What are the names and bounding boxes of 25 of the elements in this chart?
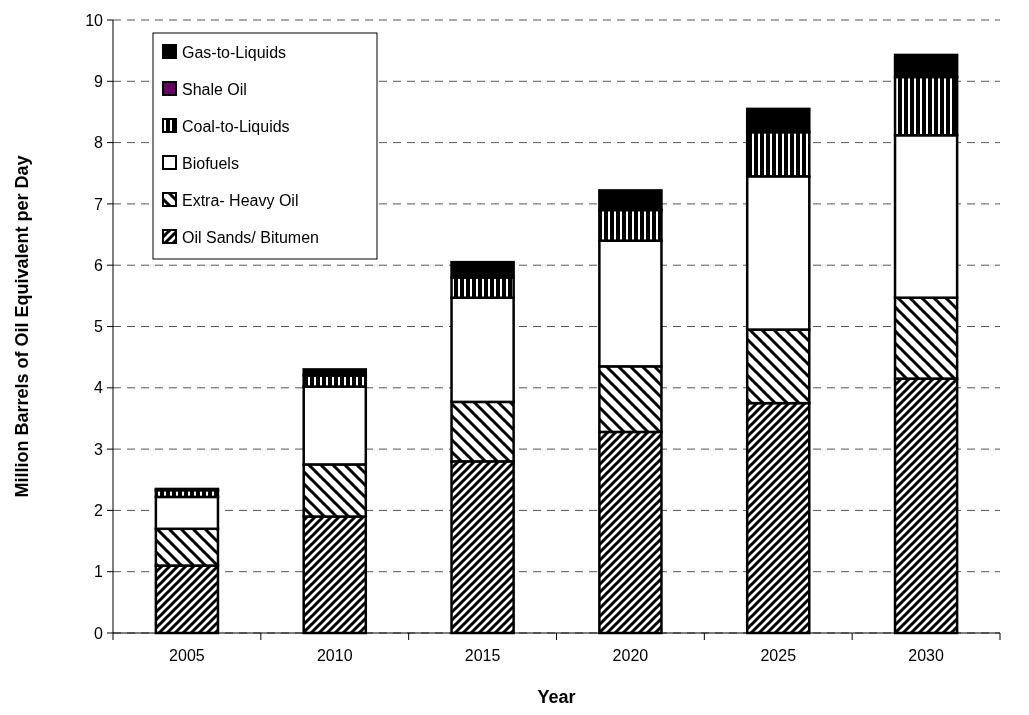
- x-tick-label: 2010: [316, 647, 353, 664]
- x-axis-title: Year: [537, 687, 576, 707]
- legend-label: Oil Sands/ Bitumen: [182, 228, 319, 246]
- legend-label: Extra- Heavy Oil: [182, 191, 299, 209]
- legend-label: Coal-to-Liquids: [182, 117, 290, 135]
- y-tick-label: 8: [94, 134, 104, 152]
- x-tick-label: 2025: [760, 647, 797, 664]
- y-tick-label: 3: [94, 440, 104, 458]
- x-tick-label: 2020: [612, 647, 649, 664]
- y-tick-label: 10: [85, 11, 104, 29]
- y-tick-label: 2: [94, 502, 104, 519]
- legend-label: Gas-to-Liquids: [182, 43, 287, 61]
- x-tick-label: 2015: [464, 647, 501, 664]
- y-tick-label: 0: [94, 624, 104, 642]
- x-tick-label: 2030: [908, 647, 944, 664]
- y-tick-label: 7: [94, 195, 104, 213]
- legend-label: Shale Oil: [182, 80, 247, 98]
- y-tick-label: 5: [94, 318, 104, 336]
- legend-label: Biofuels: [182, 154, 239, 172]
- y-tick-label: 6: [94, 256, 104, 274]
- y-tick-label: 1: [94, 563, 104, 581]
- y-tick-label: 4: [94, 379, 104, 397]
- x-tick-label: 2005: [169, 647, 205, 664]
- y-tick-label: 9: [94, 72, 104, 90]
- y-axis-title: Million Barrels of Oil Equivalent per Day: [12, 155, 32, 498]
